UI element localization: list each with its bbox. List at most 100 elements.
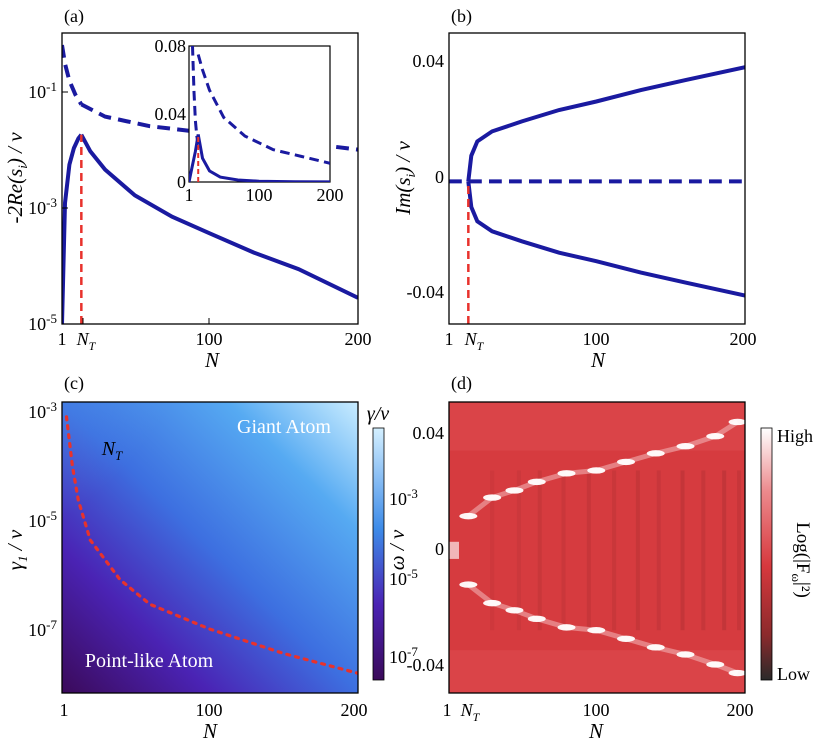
- panel-c-heatmap: [62, 402, 358, 693]
- d-streak-9: [701, 470, 706, 631]
- d-ridge-upper-point-7: [646, 450, 665, 457]
- panel-b-plot-area: [449, 65, 745, 324]
- panel-b-ticks: 0.04 0 -0.04 1 100 200 NT: [407, 51, 757, 353]
- d-ridge-lower-point-7: [646, 644, 665, 651]
- d-streak-0: [490, 470, 495, 631]
- b-ytick-0: 0.04: [413, 51, 445, 71]
- a-ytick-2: 10-5: [28, 311, 57, 334]
- a-xtick-0: 1: [58, 329, 67, 349]
- c-xtick-0: 1: [60, 700, 69, 720]
- d-ytick-2: -0.04: [407, 655, 445, 675]
- a-series-3: [80, 102, 358, 152]
- d-ridge-upper-point-9: [706, 433, 725, 440]
- b-xlabel: N: [590, 348, 606, 372]
- panel-b-label: (b): [451, 6, 472, 27]
- b-xtick-1: 100: [583, 329, 610, 349]
- b-ytick-2: -0.04: [407, 282, 445, 302]
- d-ridge-upper-point-10: [728, 418, 745, 426]
- d-ridge-upper-point-3: [527, 478, 546, 486]
- panel-a-inset-ticks: 0.08 0.04 0 1 100 200: [155, 36, 344, 205]
- d-lower-region: [449, 650, 745, 693]
- a-ylabel: -2Re(si) / ν: [3, 132, 30, 224]
- d-ylabel: ω / ν: [385, 529, 409, 570]
- d-streak-3: [561, 470, 566, 631]
- a-inset-xtick-1: 100: [246, 185, 273, 205]
- a-inset-xtick-0: 1: [185, 185, 194, 205]
- c-cbtick-0: 10-3: [389, 486, 418, 509]
- a-inset-ytick-1: 0.04: [155, 104, 187, 124]
- d-streak-10: [722, 470, 727, 631]
- d-xlabel: N: [588, 719, 604, 743]
- c-ytick-2: 10-7: [28, 617, 57, 640]
- d-ridge-upper-point-6: [617, 458, 636, 466]
- b-xtick-2: 200: [730, 329, 757, 349]
- b-xtick-threshold: NT: [464, 329, 485, 353]
- a-inset-ytick-2: 0.08: [155, 36, 187, 56]
- a-ytick-1: 10-3: [28, 195, 57, 218]
- c-ytick-0: 10-3: [28, 399, 57, 422]
- d-streak-8: [680, 470, 685, 631]
- panel-d-heatmap: [449, 402, 745, 693]
- d-xtick-1: 100: [583, 700, 610, 720]
- d-ridge-lower-point-6: [617, 635, 636, 642]
- d-streak-11: [737, 470, 742, 631]
- d-ridge-upper-point-8: [676, 443, 695, 450]
- panel-d: 0.04 0 -0.04 1 100 200 NT (d) N ω / ν Hi…: [385, 373, 813, 743]
- d-xtick-0: 1: [443, 700, 452, 720]
- c-annotation-threshold: NT: [101, 438, 123, 463]
- panel-a-inset-plot-area: [189, 46, 330, 182]
- d-streak-1: [516, 470, 521, 631]
- panel-a-frame: [61, 32, 359, 325]
- panel-c: 10-3 10-5 10-7 1 100 200 (c) N γ1 / ν Gi…: [3, 373, 418, 743]
- panel-b-frame: [448, 32, 746, 325]
- d-xtick-threshold: NT: [460, 700, 481, 724]
- d-ridge-upper-point-4: [557, 470, 576, 477]
- d-streak-5: [612, 470, 617, 631]
- d-colorbar-label: Log(|Fω|²): [789, 522, 813, 598]
- panel-a-ticks: 10-1 10-3 10-5 1 100 200 NT: [28, 79, 371, 353]
- c-xtick-2: 200: [341, 700, 368, 720]
- panel-c-frame: [61, 401, 359, 694]
- d-ridge-lower-point-3: [527, 615, 546, 623]
- d-ridge-lower-point-5: [587, 627, 606, 634]
- panel-c-label: (c): [64, 373, 84, 394]
- c-ylabel: γ1 / ν: [3, 529, 30, 570]
- panel-a-label: (a): [64, 6, 84, 27]
- d-ridge-lower-point-9: [706, 661, 725, 668]
- panel-d-label: (d): [451, 373, 472, 394]
- panel-d-ticks: 0.04 0 -0.04 1 100 200 NT: [407, 423, 754, 724]
- b-series-1: [466, 181, 745, 298]
- a-inset-ytick-0: 0: [177, 172, 186, 192]
- c-annotation-point-like-atom: Point-like Atom: [85, 650, 214, 672]
- panel-b: 0.04 0 -0.04 1 100 200 NT (b) N Im(si) /…: [391, 6, 757, 372]
- a-inset-series-1: [196, 134, 330, 182]
- c-boundary-curve: [64, 415, 358, 675]
- d-ridge-lower-point-2: [505, 607, 524, 614]
- d-ridge-upper-point-1: [483, 494, 502, 501]
- a-series-2: [62, 44, 84, 106]
- b-ytick-1: 0: [435, 167, 444, 187]
- panel-d-colorbar: High Low Log(|Fω|²): [760, 426, 813, 684]
- d-ridge-upper-point-5: [587, 467, 606, 474]
- d-ridge-lower-point-8: [676, 651, 695, 658]
- c-cbtick-2: 10-7: [389, 644, 418, 667]
- d-zero-band: [449, 541, 459, 559]
- b-ylabel: Im(si) / ν: [391, 141, 418, 216]
- a-xtick-threshold: NT: [76, 329, 97, 353]
- c-xlabel: N: [202, 719, 218, 743]
- a-inset-series-3: [196, 54, 330, 165]
- d-ridge-lower-point-1: [483, 599, 502, 607]
- d-ytick-0: 0.04: [413, 423, 445, 443]
- c-xtick-1: 100: [196, 700, 223, 720]
- c-cbtick-1: 10-5: [389, 566, 418, 589]
- d-ridge-lower-point-0: [459, 581, 478, 588]
- a-xtick-1: 100: [196, 329, 223, 349]
- d-streak-6: [635, 470, 640, 631]
- panel-a-plot-area: [62, 44, 358, 324]
- d-cbtick-low: Low: [777, 664, 810, 684]
- d-ridge-lower-point-4: [557, 624, 576, 631]
- d-streak-2: [537, 470, 542, 631]
- panel-d-frame: [448, 401, 746, 694]
- c-ytick-1: 10-5: [28, 508, 57, 531]
